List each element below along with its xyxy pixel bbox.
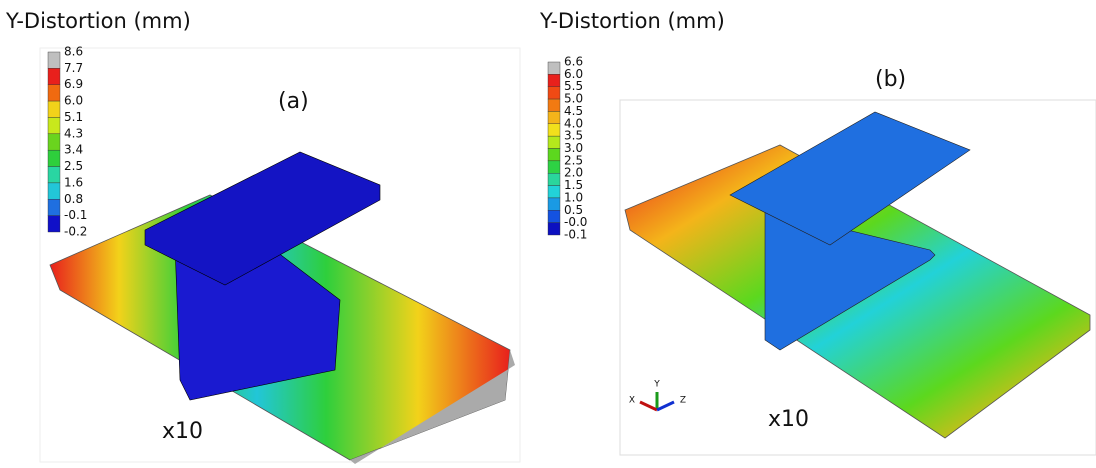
legend-swatch: [48, 101, 60, 117]
legend-label: 1.6: [64, 175, 83, 189]
legend-swatch: [48, 85, 60, 101]
legend-label: 6.9: [64, 77, 83, 91]
legend-swatch: [48, 150, 60, 166]
legend-swatch: [48, 167, 60, 183]
scale-note: x10: [162, 419, 203, 444]
figure: Y-Distortion (mm) (a) x10 Y-Distortion (…: [0, 0, 1096, 464]
legend-swatch: [48, 68, 60, 84]
legend-swatch: [48, 216, 60, 232]
triad-label: Y: [653, 380, 660, 390]
panel-title: Y-Distortion (mm): [5, 9, 191, 33]
legend-label: 3.4: [64, 143, 83, 157]
legend-label: 5.1: [64, 110, 83, 124]
legend-label: -0.1: [64, 208, 87, 222]
legend-label: -0.1: [564, 228, 587, 242]
legend-swatch: [548, 161, 560, 173]
legend-swatch: [548, 74, 560, 86]
legend-swatch: [48, 199, 60, 215]
panel-title: Y-Distortion (mm): [539, 9, 725, 33]
legend-swatch: [548, 111, 560, 123]
legend-swatch: [48, 183, 60, 199]
legend-swatch: [48, 117, 60, 133]
legend-swatch: [548, 62, 560, 74]
legend-swatch: [548, 149, 560, 161]
legend-swatch: [548, 223, 560, 235]
panel-label: (b): [875, 67, 906, 92]
legend-swatch: [548, 124, 560, 136]
legend-label: 7.7: [64, 61, 83, 75]
triad-label: X: [629, 396, 635, 406]
legend-swatch: [548, 198, 560, 210]
legend-swatch: [48, 52, 60, 68]
legend-swatch: [548, 186, 560, 198]
legend-label: 8.6: [64, 45, 83, 59]
triad-label: Z: [680, 396, 686, 406]
panel-label: (a): [278, 89, 309, 114]
legend-swatch: [48, 134, 60, 150]
legend-swatch: [548, 210, 560, 222]
legend-swatch: [548, 136, 560, 148]
legend-swatch: [548, 99, 560, 111]
legend-label: 2.5: [64, 159, 83, 173]
legend-label: 4.3: [64, 126, 83, 140]
legend-swatch: [548, 173, 560, 185]
legend-label: 0.8: [64, 192, 83, 206]
scale-note: x10: [768, 407, 809, 432]
legend-label: 6.0: [64, 94, 83, 108]
legend-swatch: [548, 87, 560, 99]
legend-label: -0.2: [64, 225, 87, 239]
